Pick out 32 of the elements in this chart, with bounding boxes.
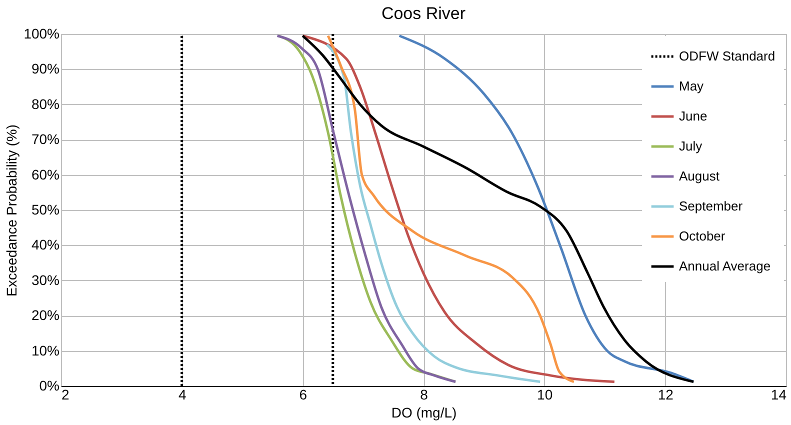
y-tick-label: 80%: [31, 96, 60, 112]
x-axis-title: DO (mg/L): [391, 404, 457, 420]
y-tick-label: 60%: [31, 166, 60, 182]
legend-label: June: [679, 108, 708, 124]
line-series: [301, 34, 616, 384]
legend-label: September: [679, 198, 744, 214]
legend-label: May: [679, 78, 704, 94]
x-tick-label: 12: [658, 386, 674, 402]
chart-title: Coos River: [381, 4, 466, 23]
legend-label: July: [679, 138, 703, 154]
line-series: [326, 34, 576, 384]
legend-label: ODFW Standard: [679, 48, 776, 64]
legend-label: Annual Average: [679, 258, 771, 274]
x-tick-label: 10: [537, 386, 553, 402]
x-tick-label: 2: [62, 386, 70, 402]
legend-label: October: [679, 228, 726, 244]
y-tick-label: 0%: [39, 378, 60, 394]
y-tick-label: 100%: [24, 26, 60, 42]
x-tick-label: 4: [178, 386, 186, 402]
y-tick-label: 90%: [31, 60, 60, 77]
y-tick-label: 10%: [31, 342, 60, 358]
y-tick-label: 40%: [31, 236, 60, 253]
line-series: [326, 43, 542, 384]
y-tick-label: 70%: [31, 131, 60, 148]
y-axis-title: Exceedance Probability (%): [4, 124, 20, 296]
y-tick-label: 30%: [31, 272, 60, 288]
legend-label: August: [679, 168, 720, 184]
y-tick-label: 20%: [31, 307, 60, 324]
x-tick-label: 14: [770, 386, 787, 402]
x-tick-label: 8: [420, 386, 428, 402]
x-tick-label: 6: [299, 386, 308, 402]
y-tick-label: 50%: [31, 202, 60, 218]
